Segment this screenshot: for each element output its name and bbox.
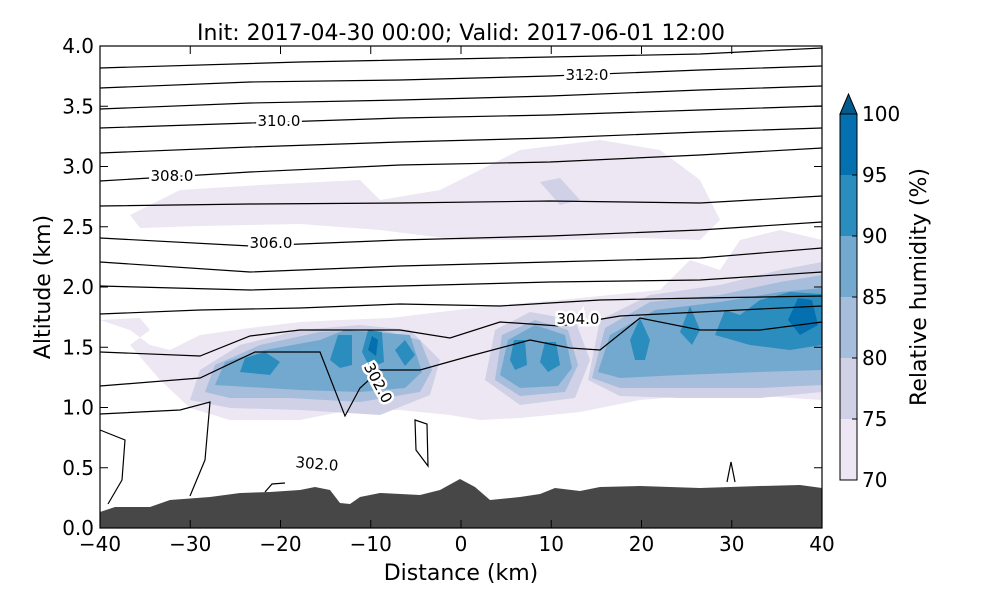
contour-label: 308.0 <box>151 167 194 185</box>
humidity-region <box>130 140 720 240</box>
humidity-region <box>680 306 700 345</box>
contour-label: 304.0 <box>557 310 600 328</box>
humidity-region <box>510 340 527 370</box>
x-tick-label: 0 <box>455 532 468 556</box>
colorbar-segment <box>840 236 857 297</box>
x-tick-label: 20 <box>629 532 654 556</box>
colorbar-segment <box>840 114 857 175</box>
isentropes <box>99 47 823 505</box>
x-tick-label: 10 <box>539 532 564 556</box>
x-tick-label: 40 <box>809 532 834 556</box>
colorbar-tick-label: 95 <box>862 163 887 187</box>
y-tick-label: 0.5 <box>62 456 94 480</box>
contour-label: 312.0 <box>566 66 609 84</box>
y-tick-label: 2.0 <box>62 275 94 299</box>
x-axis-label: Distance (km) <box>384 561 539 586</box>
humidity-region <box>395 340 415 366</box>
colorbar-tick-label: 100 <box>862 102 900 126</box>
colorbar-tick-label: 85 <box>862 285 887 309</box>
colorbar-tick-label: 80 <box>862 346 887 370</box>
terrain <box>100 479 822 528</box>
humidity-region <box>240 352 280 375</box>
contour-label: 302.0 <box>295 453 339 475</box>
y-axis-label: Altitude (km) <box>31 215 56 359</box>
colorbar-tick-label: 75 <box>862 407 887 431</box>
y-tick-label: 3.0 <box>62 155 94 179</box>
humidity-region <box>330 335 352 368</box>
x-tick-label: −40 <box>79 532 121 556</box>
y-tick-label: 1.0 <box>62 396 94 420</box>
colorbar-label: Relative humidity (%) <box>907 168 932 406</box>
colorbar-tick-label: 90 <box>862 224 887 248</box>
x-tick-label: −30 <box>169 532 211 556</box>
humidity-region <box>630 318 650 360</box>
y-tick-label: 0.0 <box>62 516 94 540</box>
colorbar-segment <box>840 419 857 480</box>
colorbar-extend <box>839 92 858 115</box>
x-tick-label: −10 <box>350 532 392 556</box>
contour-label: 310.0 <box>258 112 301 130</box>
contour-label: 306.0 <box>250 234 293 252</box>
colorbar-segment <box>840 175 857 236</box>
humidity-region <box>540 342 560 372</box>
y-tick-label: 3.5 <box>62 94 94 118</box>
colorbar-segment <box>840 358 857 419</box>
y-tick-label: 1.5 <box>62 335 94 359</box>
humidity-fills <box>100 140 822 420</box>
chart-title: Init: 2017-04-30 00:00; Valid: 2017-06-0… <box>197 21 725 46</box>
colorbar-tick-label: 70 <box>862 468 887 492</box>
humidity-region <box>540 178 580 205</box>
y-tick-label: 4.0 <box>62 34 94 58</box>
x-tick-label: 30 <box>719 532 744 556</box>
humidity-region <box>368 336 378 356</box>
x-tick-label: −20 <box>259 532 301 556</box>
y-tick-label: 2.5 <box>62 215 94 239</box>
colorbar-segment <box>840 297 857 358</box>
